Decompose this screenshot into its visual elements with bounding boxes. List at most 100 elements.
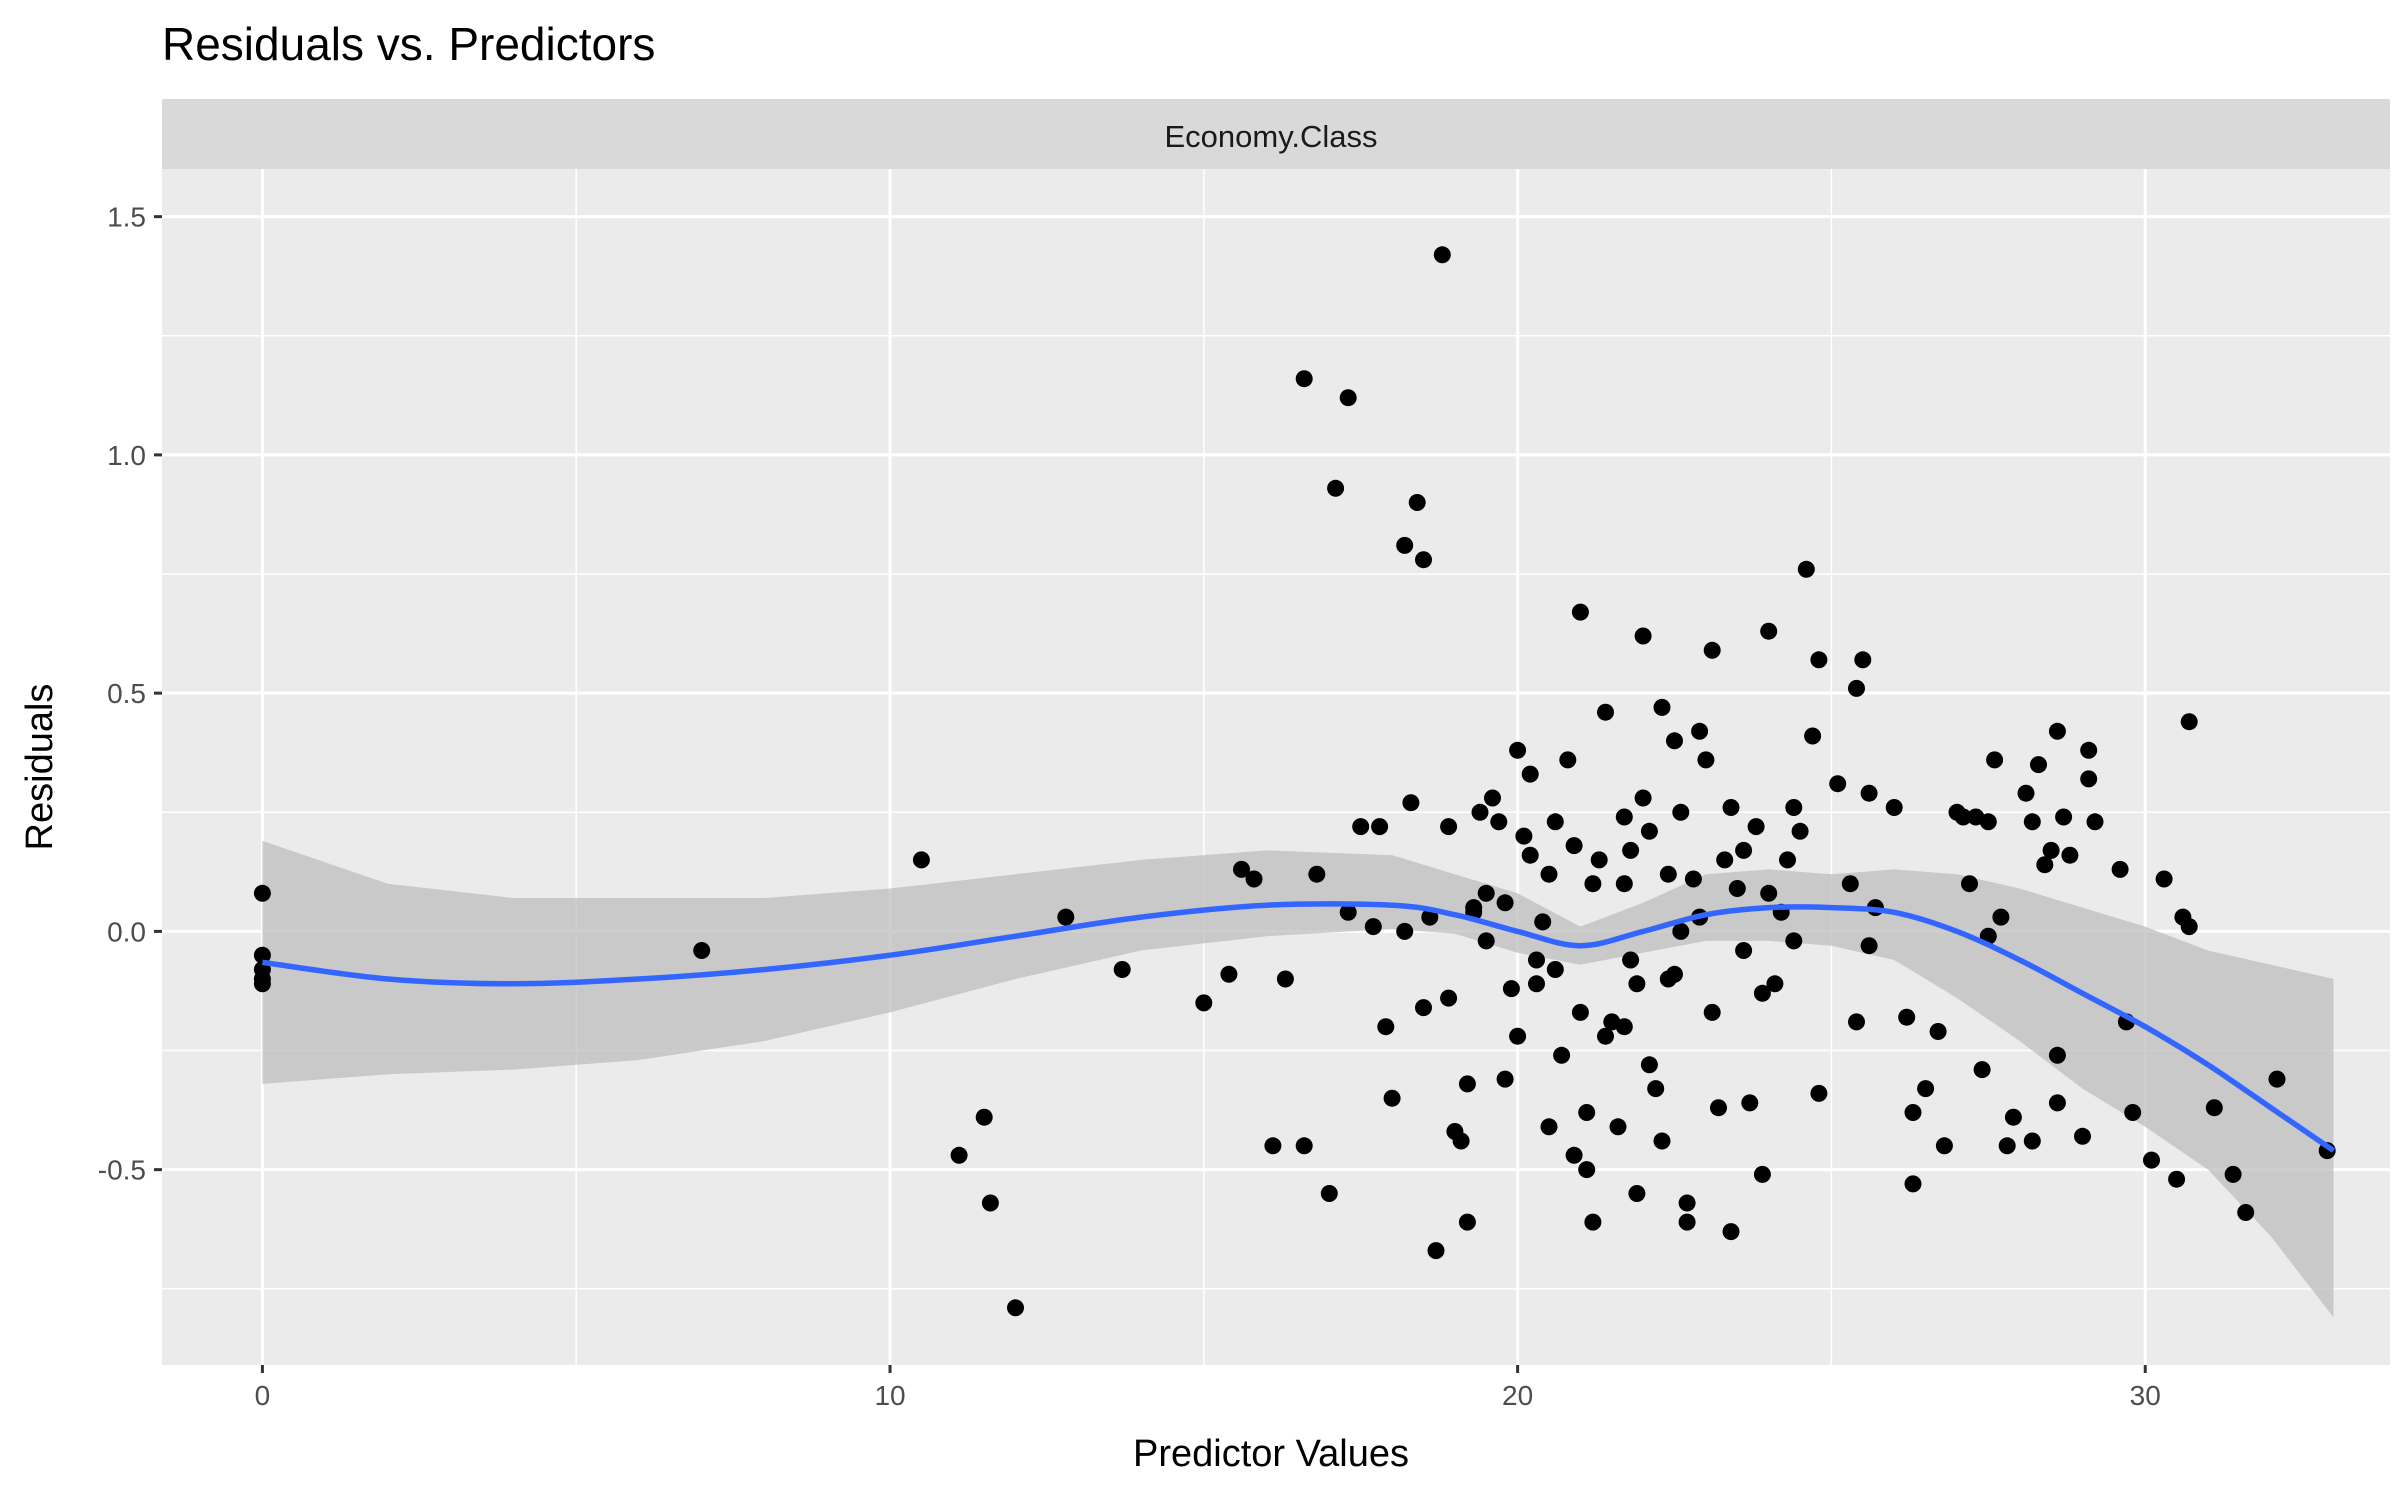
- data-point: [1477, 884, 1495, 902]
- data-point: [1779, 851, 1796, 869]
- data-point: [1528, 975, 1545, 993]
- data-point: [1433, 246, 1451, 264]
- data-point: [1233, 860, 1250, 878]
- data-point: [1509, 741, 1527, 759]
- data-point: [1848, 679, 1865, 697]
- data-point: [1408, 494, 1426, 511]
- data-point: [1703, 641, 1721, 659]
- data-point: [1804, 727, 1822, 745]
- data-point: [1415, 999, 1432, 1017]
- data-point: [2180, 713, 2198, 731]
- data-point: [1402, 794, 1420, 812]
- data-point: [1659, 865, 1677, 883]
- data-point: [1753, 1165, 1771, 1183]
- data-point: [1785, 932, 1803, 950]
- data-point: [2036, 856, 2054, 874]
- data-point: [2155, 870, 2173, 888]
- data-point: [1615, 808, 1633, 826]
- data-point: [1672, 803, 1690, 821]
- data-point: [1904, 1104, 1922, 1121]
- data-point: [2168, 1170, 2186, 1188]
- x-tick-label: 10: [874, 1380, 905, 1411]
- data-point: [1415, 551, 1432, 569]
- data-point: [1760, 884, 1778, 902]
- data-point: [1553, 1046, 1571, 1064]
- x-axis: 0 10 20 30: [255, 1365, 2161, 1411]
- confidence-band: [262, 840, 2334, 1318]
- data-point: [1860, 784, 1878, 802]
- data-point: [1528, 951, 1545, 969]
- y-axis: -0.5 0.0 0.5 1.0 1.5: [98, 202, 162, 1186]
- data-point: [1672, 922, 1690, 940]
- data-point: [1458, 1075, 1476, 1093]
- data-point: [1797, 560, 1815, 578]
- data-point: [1195, 994, 1213, 1012]
- data-point: [2124, 1104, 2142, 1121]
- data-point: [1634, 627, 1652, 645]
- data-point: [1766, 975, 1784, 993]
- data-point: [1396, 536, 1414, 554]
- data-point: [2048, 722, 2066, 740]
- data-point: [1540, 1118, 1558, 1136]
- data-point: [1521, 846, 1539, 864]
- data-point: [1509, 1027, 1527, 1045]
- data-point: [1929, 1023, 1947, 1040]
- y-tick-label: 0.0: [107, 916, 146, 947]
- data-point: [1716, 851, 1734, 869]
- data-point: [1647, 1080, 1665, 1098]
- data-point: [1364, 918, 1382, 936]
- data-point: [1848, 1013, 1865, 1031]
- y-tick-label: 1.5: [107, 202, 146, 233]
- data-point: [2042, 841, 2060, 859]
- data-point: [1628, 975, 1646, 993]
- data-point: [1515, 827, 1533, 845]
- data-point: [1295, 1137, 1313, 1155]
- smooth-line: [262, 901, 2336, 1153]
- y-tick-label: 1.0: [107, 440, 146, 471]
- data-point: [1979, 813, 1997, 831]
- data-point: [1276, 970, 1294, 988]
- data-point: [1935, 1137, 1953, 1155]
- y-axis-label: Residuals: [19, 684, 61, 851]
- data-point: [950, 1146, 968, 1164]
- data-point: [1484, 789, 1501, 807]
- data-point: [1628, 1185, 1646, 1202]
- data-point: [1810, 651, 1828, 669]
- data-point: [1735, 942, 1753, 959]
- data-point: [1986, 751, 2004, 769]
- data-point: [1590, 851, 1608, 869]
- data-point: [1471, 803, 1489, 821]
- data-point: [1540, 865, 1558, 883]
- y-tick-label: 0.5: [107, 678, 146, 709]
- data-point: [1653, 698, 1671, 716]
- data-point: [1496, 1070, 1514, 1088]
- data-point: [1992, 908, 2010, 926]
- data-point: [1615, 875, 1633, 893]
- x-axis-label: Predictor Values: [1133, 1433, 1409, 1475]
- data-point: [1898, 1008, 1916, 1026]
- data-point: [1007, 1299, 1024, 1317]
- data-point: [2048, 1046, 2066, 1064]
- data-point: [693, 942, 711, 959]
- data-point: [1584, 875, 1602, 893]
- data-point: [2143, 1151, 2160, 1169]
- data-point: [2055, 808, 2073, 826]
- scatter-points: [253, 246, 2336, 1317]
- data-point: [1760, 622, 1778, 640]
- data-point: [1339, 903, 1357, 921]
- data-point: [1741, 1094, 1759, 1112]
- data-point: [1534, 913, 1552, 931]
- data-point: [2080, 741, 2098, 759]
- data-point: [2111, 860, 2129, 878]
- data-point: [1615, 1018, 1633, 1036]
- data-point: [1666, 732, 1683, 750]
- data-point: [2030, 756, 2047, 774]
- x-tick-label: 20: [1502, 1380, 1533, 1411]
- data-point: [981, 1194, 999, 1212]
- data-point: [1496, 894, 1514, 912]
- data-point: [912, 851, 930, 869]
- data-point: [2086, 813, 2104, 831]
- plot-panel: [162, 169, 2390, 1365]
- data-point: [253, 975, 271, 993]
